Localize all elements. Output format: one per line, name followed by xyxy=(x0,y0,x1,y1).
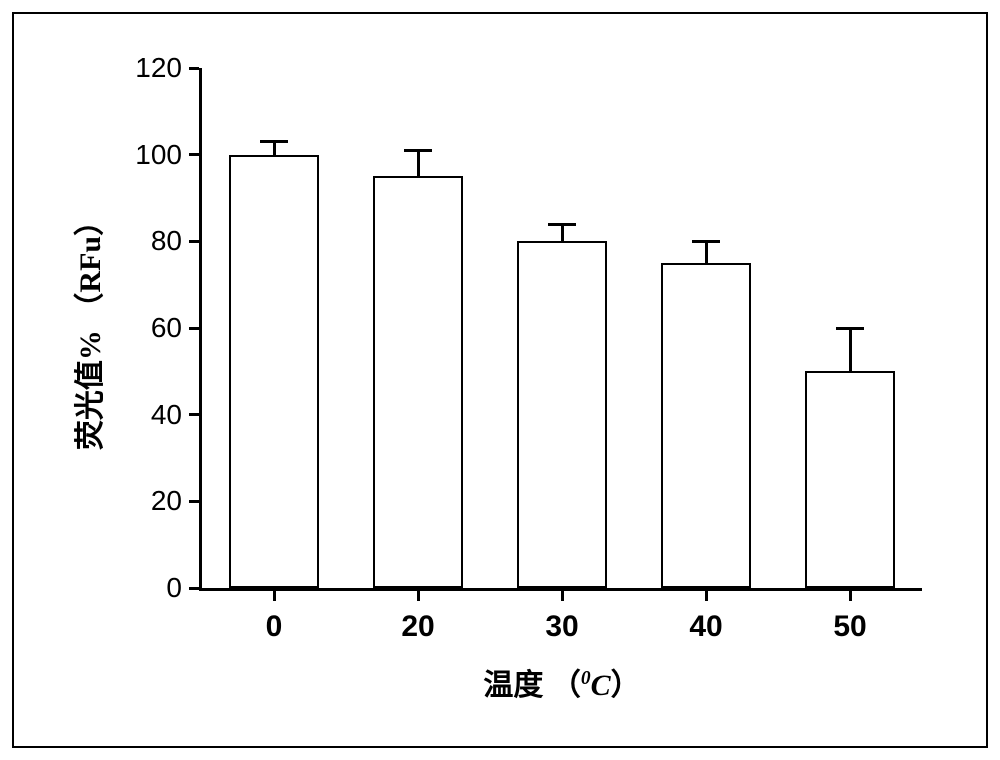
y-tick xyxy=(189,67,199,70)
x-axis-label-unit-open: （ xyxy=(551,669,581,702)
x-tick-label: 50 xyxy=(833,610,866,644)
bar xyxy=(517,241,606,588)
y-tick-label: 40 xyxy=(151,399,182,431)
bar xyxy=(229,155,318,588)
x-tick xyxy=(417,591,420,601)
x-tick-label: 20 xyxy=(401,610,434,644)
y-tick xyxy=(189,153,199,156)
x-tick xyxy=(561,591,564,601)
x-axis-label-unit-degree: 0 xyxy=(581,668,591,689)
x-axis-label-unit-letter: C xyxy=(591,669,611,702)
bar xyxy=(661,263,750,588)
y-tick xyxy=(189,240,199,243)
bar xyxy=(805,371,894,588)
x-axis-label-main: 温度 xyxy=(483,669,543,702)
y-tick-label: 0 xyxy=(166,572,182,604)
x-tick xyxy=(849,591,852,601)
x-tick xyxy=(273,591,276,601)
y-tick-label: 100 xyxy=(135,139,182,171)
x-tick-label: 40 xyxy=(689,610,722,644)
y-tick xyxy=(189,500,199,503)
x-axis-label-unit-close: ） xyxy=(611,669,641,702)
y-tick xyxy=(189,413,199,416)
y-tick-label: 20 xyxy=(151,485,182,517)
y-tick-label: 60 xyxy=(151,312,182,344)
y-tick-label: 120 xyxy=(135,52,182,84)
bar xyxy=(373,176,462,588)
y-axis xyxy=(199,68,202,591)
x-tick xyxy=(705,591,708,601)
y-axis-label: 荧光值% （RFu） xyxy=(65,206,109,450)
y-tick xyxy=(189,327,199,330)
y-axis-label-line2: （RFu） xyxy=(74,206,107,323)
y-tick-label: 80 xyxy=(151,225,182,257)
y-axis-label-line1: 荧光值% xyxy=(74,330,107,450)
figure-frame: 020406080100120020304050荧光值% （RFu）温度 （0C… xyxy=(12,12,988,748)
y-tick xyxy=(189,587,199,590)
x-tick-label: 0 xyxy=(266,610,283,644)
x-axis-label: 温度 （0C） xyxy=(483,660,640,704)
plot-area: 020406080100120020304050荧光值% （RFu）温度 （0C… xyxy=(202,68,922,588)
x-tick-label: 30 xyxy=(545,610,578,644)
